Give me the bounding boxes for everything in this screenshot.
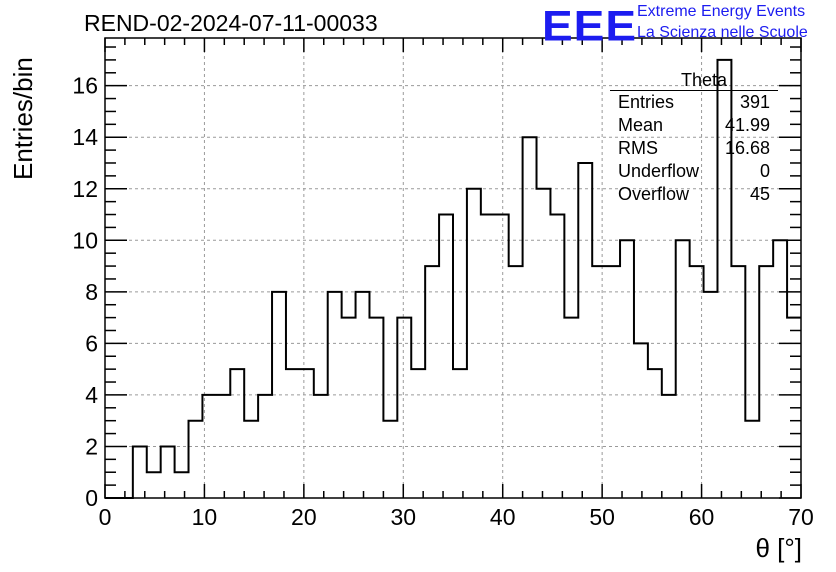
histogram-bin xyxy=(342,318,356,498)
x-tick-label: 20 xyxy=(291,504,317,530)
histogram-bin xyxy=(564,318,578,498)
y-tick-label: 10 xyxy=(72,227,98,253)
x-tick-label: 50 xyxy=(589,504,615,530)
stats-label: Underflow xyxy=(618,161,700,181)
histogram-bin xyxy=(592,266,606,498)
stats-label: Entries xyxy=(618,92,675,112)
stats-row-rms: RMS 16.68 xyxy=(610,137,778,160)
plot-frame xyxy=(104,37,802,499)
stats-value: 0 xyxy=(759,161,770,181)
stats-value: 16.68 xyxy=(724,138,770,158)
y-tick-label: 0 xyxy=(85,485,98,511)
x-tick-label: 0 xyxy=(99,504,112,530)
stats-box: Theta Entries 391 Mean 41.99 RMS 16.68 U… xyxy=(610,70,778,206)
y-axis-ticks: 0 2 4 6 8 10 12 14 16 xyxy=(72,46,801,511)
histogram-bin xyxy=(606,266,620,498)
stats-row-mean: Mean 41.99 xyxy=(610,114,778,137)
histogram-outline xyxy=(105,58,801,499)
histogram-bin xyxy=(523,137,537,498)
y-tick-label: 4 xyxy=(85,382,98,408)
histogram-bin xyxy=(439,215,453,498)
histogram-bin xyxy=(745,421,759,498)
x-axis-label: θ [°] xyxy=(755,533,802,563)
histogram-bin xyxy=(411,369,425,498)
chart-title: REND-02-2024-07-11-00033 xyxy=(84,10,378,36)
histogram-bin xyxy=(369,318,383,498)
y-tick-label: 16 xyxy=(72,73,98,99)
logo-subtitle-2: La Scienza nelle Scuole xyxy=(637,24,808,41)
histogram-bin xyxy=(161,446,175,498)
logo-subtitle-1: Extreme Energy Events xyxy=(637,3,806,20)
histogram-bin xyxy=(578,163,592,498)
histogram-bin xyxy=(425,266,439,498)
x-tick-label: 70 xyxy=(788,504,814,530)
x-tick-label: 30 xyxy=(390,504,416,530)
y-tick-label: 6 xyxy=(85,330,98,356)
histogram-bin xyxy=(175,472,189,498)
stats-value: 391 xyxy=(739,92,770,112)
histogram-bars xyxy=(105,58,801,499)
histogram-bin xyxy=(648,369,662,498)
y-axis-label: Entries/bin xyxy=(8,57,38,180)
histogram-bin xyxy=(759,266,773,498)
histogram-bin xyxy=(481,215,495,498)
stats-label: Mean xyxy=(618,115,664,135)
stats-label: RMS xyxy=(618,138,658,158)
eee-logo: EEE xyxy=(542,1,638,50)
histogram-bin xyxy=(509,266,523,498)
y-tick-label: 2 xyxy=(85,433,98,459)
y-tick-label: 8 xyxy=(85,279,98,305)
histogram-bin xyxy=(397,318,411,498)
x-tick-label: 40 xyxy=(490,504,516,530)
histogram-bin xyxy=(634,343,648,498)
stats-row-entries: Entries 391 xyxy=(610,91,778,114)
histogram-bin xyxy=(286,369,300,498)
stats-row-overflow: Overflow 45 xyxy=(610,183,778,206)
stats-label: Overflow xyxy=(618,184,690,204)
histogram-bin xyxy=(216,395,230,498)
histogram-bin xyxy=(189,421,203,498)
histogram-bin xyxy=(453,369,467,498)
histogram-bin xyxy=(230,369,244,498)
y-tick-label: 14 xyxy=(72,124,98,150)
histogram-bin xyxy=(676,240,690,498)
histogram-bin xyxy=(495,215,509,498)
stats-row-underflow: Underflow 0 xyxy=(610,160,778,183)
x-tick-label: 60 xyxy=(689,504,715,530)
stats-value: 41.99 xyxy=(724,115,770,135)
histogram-bin xyxy=(773,240,787,498)
stats-value: 45 xyxy=(749,184,770,204)
histogram-bin xyxy=(244,421,258,498)
histogram-bin xyxy=(550,215,564,498)
histogram-bin xyxy=(620,240,634,498)
histogram-bin xyxy=(133,446,147,498)
histogram-bin xyxy=(147,472,161,498)
histogram-bin xyxy=(300,369,314,498)
histogram-bin xyxy=(383,421,397,498)
x-axis-ticks: 0 10 20 30 40 50 60 70 xyxy=(99,38,814,530)
histogram-bin xyxy=(731,266,745,498)
stats-divider xyxy=(610,90,778,91)
x-tick-label: 10 xyxy=(192,504,218,530)
y-tick-label: 12 xyxy=(72,176,98,202)
stats-title: Theta xyxy=(680,70,728,90)
